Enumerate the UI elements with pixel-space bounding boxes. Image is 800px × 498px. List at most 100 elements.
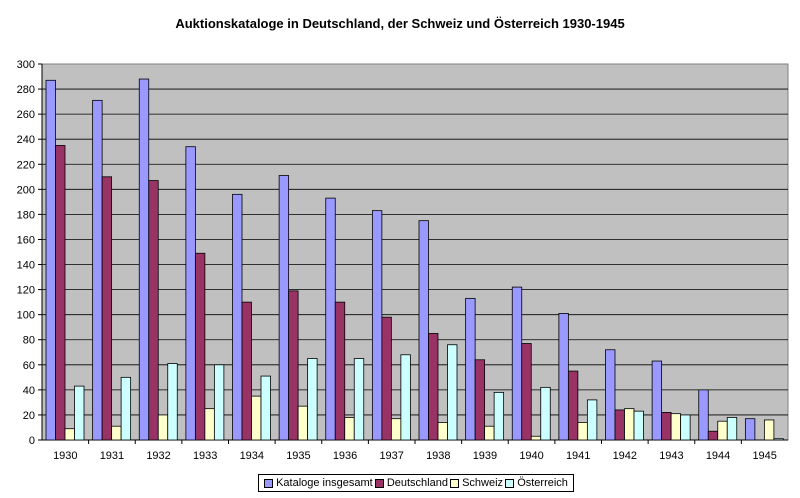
bar xyxy=(521,343,532,441)
bar xyxy=(344,417,355,441)
bar xyxy=(204,408,215,441)
legend-label: Deutschland xyxy=(386,477,448,489)
bar xyxy=(74,385,85,441)
y-tick-label: 40 xyxy=(23,385,35,397)
bar xyxy=(120,376,132,441)
bar xyxy=(763,419,775,441)
bar xyxy=(213,364,225,441)
legend-swatch xyxy=(264,478,274,488)
y-tick-label: 280 xyxy=(17,84,35,96)
x-tick-label: 1937 xyxy=(379,450,403,462)
bar xyxy=(390,418,402,441)
x-tick-label: 1935 xyxy=(286,450,310,462)
bar xyxy=(484,425,495,441)
y-tick-label: 220 xyxy=(17,159,35,171)
legend-label: Österreich xyxy=(517,477,568,489)
bar xyxy=(586,399,598,441)
bar xyxy=(325,197,336,441)
legend-item-oesterreich: Österreich xyxy=(505,477,568,489)
bar xyxy=(726,417,738,441)
bar xyxy=(111,425,122,441)
y-tick-label: 200 xyxy=(17,184,35,196)
bar xyxy=(232,193,243,441)
bar xyxy=(605,349,616,441)
bar xyxy=(661,412,672,441)
y-tick-label: 260 xyxy=(17,109,35,121)
bar xyxy=(101,176,113,441)
bar xyxy=(334,301,346,441)
bar xyxy=(381,316,392,441)
bar xyxy=(558,313,569,441)
x-tick-label: 1933 xyxy=(193,450,217,462)
bar xyxy=(251,395,262,441)
bar xyxy=(670,413,682,441)
bar xyxy=(540,386,551,441)
x-tick-label: 1932 xyxy=(146,450,170,462)
bar xyxy=(92,99,103,441)
bar xyxy=(717,420,728,441)
bar xyxy=(511,286,523,441)
bar xyxy=(577,422,588,441)
y-tick-label: 140 xyxy=(17,260,35,272)
y-tick-label: 60 xyxy=(23,360,35,372)
bar xyxy=(260,375,271,441)
bar xyxy=(465,297,476,441)
y-tick-label: 300 xyxy=(17,59,35,71)
y-tick-label: 180 xyxy=(17,209,35,221)
legend-label: Schweiz xyxy=(462,477,504,489)
bar xyxy=(138,78,150,441)
x-tick-label: 1945 xyxy=(752,450,776,462)
bar xyxy=(651,360,663,441)
bar xyxy=(418,220,429,441)
bar xyxy=(148,180,159,441)
bar xyxy=(614,409,625,441)
bar xyxy=(288,290,299,441)
bar xyxy=(278,175,290,441)
y-tick-label: 0 xyxy=(29,435,35,447)
y-tick-label: 80 xyxy=(23,335,35,347)
y-tick-label: 120 xyxy=(17,285,35,297)
bar xyxy=(680,414,691,441)
bar xyxy=(447,344,458,441)
plot-area: 0 20 40 60 80 100 120 140 160 180 200 220 240 260 280 3… xyxy=(17,59,789,462)
bar xyxy=(64,428,75,441)
bar xyxy=(371,210,383,441)
bar xyxy=(567,370,579,441)
legend-swatch xyxy=(374,478,384,488)
x-tick-label: 1934 xyxy=(240,450,264,462)
y-tick-label: 160 xyxy=(17,234,35,246)
x-tick-label: 1942 xyxy=(613,450,637,462)
y-tick-label: 100 xyxy=(17,310,35,322)
legend-item-deutschland: Deutschland xyxy=(374,477,448,489)
bar xyxy=(437,422,448,441)
legend: Kataloge insgesamt Deutschland Schweiz Ö… xyxy=(258,474,574,492)
bar xyxy=(773,438,784,441)
bar xyxy=(428,333,439,441)
bar xyxy=(297,405,309,441)
bar xyxy=(400,354,411,441)
legend-swatch xyxy=(505,478,515,488)
x-tick-label: 1940 xyxy=(519,450,543,462)
bar xyxy=(167,363,178,441)
bar xyxy=(744,418,756,441)
legend-label: Kataloge insgesamt xyxy=(276,477,373,489)
bar xyxy=(698,389,709,441)
chart-title: Auktionskataloge in Deutschland, der Sch… xyxy=(175,16,625,31)
legend-item-schweiz: Schweiz xyxy=(450,477,503,489)
bar xyxy=(45,79,56,441)
bar xyxy=(624,408,635,441)
plot-background xyxy=(41,63,789,441)
bar xyxy=(194,252,206,441)
bar xyxy=(185,146,196,441)
x-tick-label: 1941 xyxy=(566,450,590,462)
bar xyxy=(530,435,542,441)
x-tick-label: 1936 xyxy=(333,450,357,462)
legend-swatch xyxy=(450,478,460,488)
y-tick-label: 240 xyxy=(17,134,35,146)
y-tick-label: 20 xyxy=(23,410,35,422)
bar xyxy=(353,358,365,441)
x-tick-label: 1938 xyxy=(426,450,450,462)
x-tick-label: 1930 xyxy=(53,450,77,462)
x-tick-label: 1943 xyxy=(659,450,683,462)
